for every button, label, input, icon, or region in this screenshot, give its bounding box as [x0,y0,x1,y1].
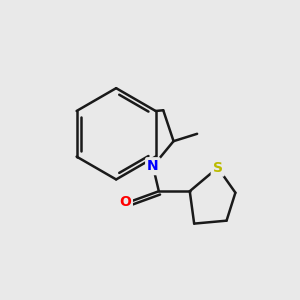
Text: S: S [213,161,223,175]
Text: O: O [119,194,131,208]
Text: N: N [147,159,159,173]
